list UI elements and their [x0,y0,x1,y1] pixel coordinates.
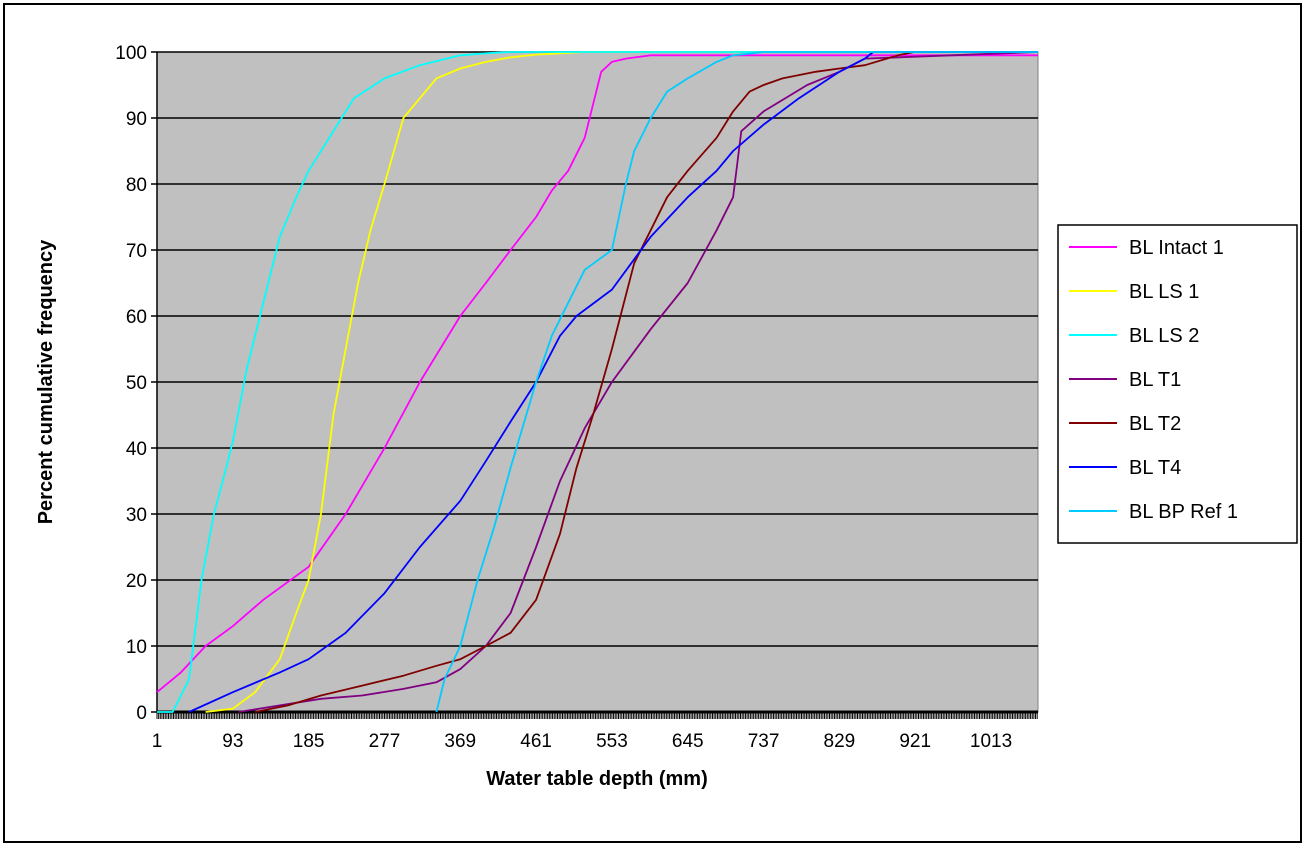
x-tick-label: 921 [899,731,931,752]
x-tick-label: 1 [152,731,163,752]
x-tick-label: 277 [369,731,401,752]
x-tick-label: 93 [222,731,243,752]
legend-label: BL Intact 1 [1129,237,1224,259]
legend-label: BL T2 [1129,413,1181,435]
series-line-bl-intact-1 [156,54,1038,693]
x-tick-label: 553 [596,731,628,752]
x-axis-title: Water table depth (mm) [486,768,708,790]
x-tick-label: 185 [293,731,325,752]
y-axis-title: Percent cumulative frequency [35,239,57,524]
legend: BL Intact 1 BL LS 1 BL LS 2 BL T1 BL T2 BL T4… [1057,224,1298,544]
legend-label: BL LS 1 [1129,281,1199,303]
series-line-bl-t4 [188,51,1038,713]
legend-item: BL LS 2 [1069,325,1199,347]
legend-label: BL T4 [1129,457,1181,479]
legend-entries: BL Intact 1 BL LS 1 BL LS 2 BL T1 BL T2 BL T4… [1069,237,1238,523]
legend-label: BL T1 [1129,369,1181,391]
legend-item: BL T4 [1069,457,1181,479]
series-line-bl-t2 [254,51,1038,713]
x-tick-label: 369 [444,731,476,752]
series-line-bl-bp-ref-1 [435,51,1038,713]
gridlines [157,51,1038,713]
x-axis: 1 93 185 277 369 461 553 645 737 829 921 1013 [152,710,1038,752]
y-tick-label: 100 [115,43,147,64]
x-tick-label: 1013 [970,731,1012,752]
y-tick-label: 50 [126,373,147,394]
x-tick-label: 461 [520,731,552,752]
y-tick-label: 80 [126,175,147,196]
legend-label: BL LS 2 [1129,325,1199,347]
y-tick-label: 70 [126,241,147,262]
y-tick-label: 20 [126,571,147,592]
y-tick-label: 30 [126,505,147,526]
legend-box [1057,224,1298,544]
series-line-bl-ls-1 [205,51,1038,713]
legend-label: BL BP Ref 1 [1129,501,1238,523]
y-tick-label: 10 [126,637,147,658]
x-tick-label: 829 [824,731,856,752]
x-tick-label: 645 [672,731,704,752]
y-tick-label: 0 [136,703,147,724]
legend-item: BL BP Ref 1 [1069,501,1238,523]
legend-item: BL Intact 1 [1069,237,1224,259]
x-tick-label: 737 [748,731,780,752]
y-tick-label: 40 [126,439,147,460]
series-line-bl-ls-2 [157,51,1038,713]
legend-item: BL T2 [1069,413,1181,435]
legend-item: BL LS 1 [1069,281,1199,303]
series-lines [156,51,1039,713]
legend-item: BL T1 [1069,369,1181,391]
y-tick-label: 60 [126,307,147,328]
y-tick-label: 90 [126,109,147,130]
series-line-bl-t1 [238,51,1039,713]
y-axis: 0 10 20 30 40 50 60 70 80 90 100 [115,43,158,724]
